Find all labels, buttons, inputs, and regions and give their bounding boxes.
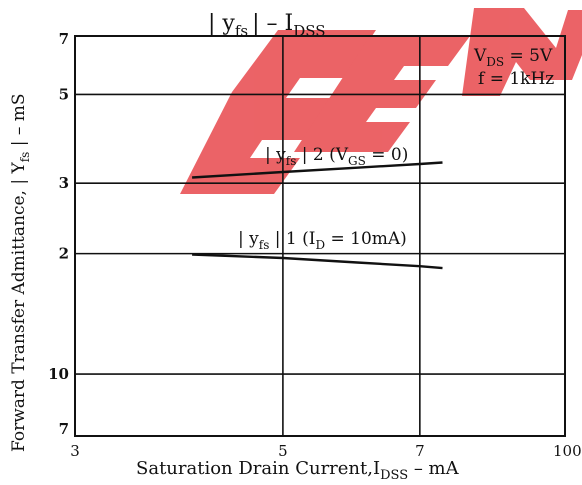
series-layer (192, 161, 443, 270)
y-axis-label: Forward Transfer Admittance, | Yfs | – m… (9, 93, 32, 452)
x-axis-label: Saturation Drain Current,IDSS – mA (136, 458, 460, 483)
series-line-2 (192, 253, 443, 270)
grid-layer (75, 36, 565, 436)
y-tick-label: 3 (59, 174, 69, 192)
plot-frame (74, 35, 566, 437)
y-tick-label: 10 (48, 365, 69, 383)
series-label-yfs2: | yfs | 2 (VGS = 0) (265, 145, 408, 168)
annotation-frequency: f = 1kHz (478, 69, 554, 89)
y-tick-labels: 7 10 2 3 5 7 (48, 30, 69, 438)
x-tick-label: 3 (70, 442, 80, 460)
x-tick-label: 7 (415, 442, 425, 460)
series-line-1 (192, 161, 443, 179)
y-tick-label: 7 (59, 420, 69, 438)
y-tick-label: 5 (59, 85, 69, 103)
x-tick-label: 5 (278, 442, 288, 460)
x-tick-labels: 3 5 7 100 (70, 442, 581, 460)
y-tick-label: 2 (59, 245, 69, 263)
x-tick-label: 100 (553, 442, 582, 460)
y-tick-label: 7 (59, 30, 69, 48)
annotation-vds: VDS = 5V (473, 46, 553, 69)
series-label-yfs1: | yfs | 1 (ID = 10mA) (238, 229, 407, 252)
